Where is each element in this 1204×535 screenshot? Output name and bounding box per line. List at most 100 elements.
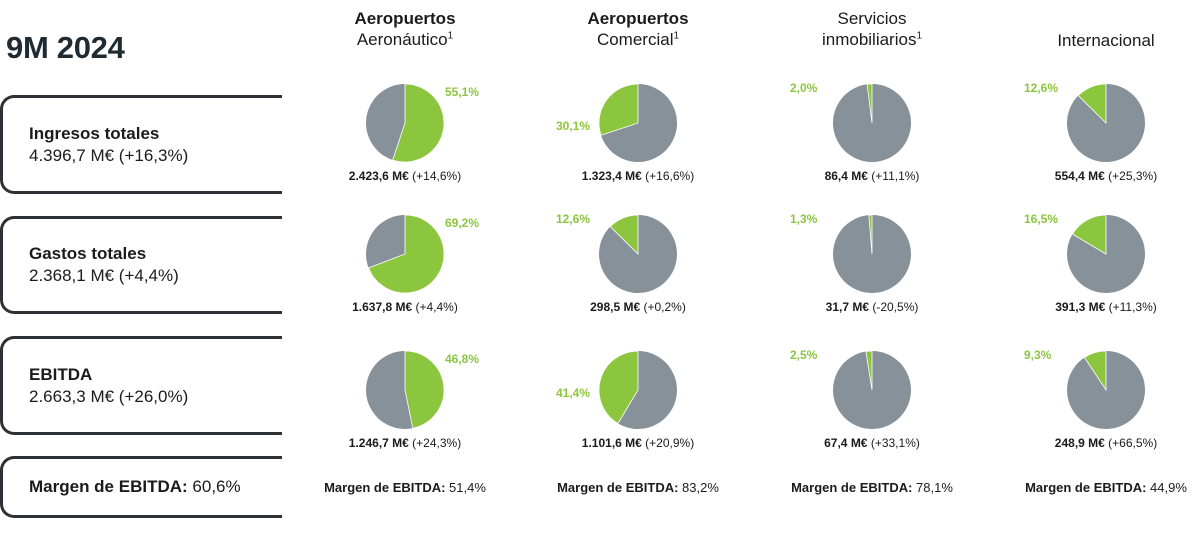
pie-percent-label: 69,2%: [445, 216, 480, 230]
pie-chart: [598, 350, 677, 429]
pie-segment-slice: [1071, 214, 1107, 255]
metric-box-ebitda: EBITDA 2.663,3 M€ (+26,0%): [0, 336, 282, 435]
pie-amount: 1.246,7 M€: [348, 436, 413, 450]
column-header-line1: Aeropuertos: [587, 9, 689, 28]
column-header-text: Comercial: [596, 30, 674, 49]
pie-amount-label: 1.637,8 M€ (+4,4%): [295, 300, 515, 314]
pie-change: (+4,4%): [415, 300, 458, 314]
pie-amount-label: 2.423,6 M€ (+14,6%): [295, 169, 515, 183]
pie-chart: [366, 83, 445, 163]
pie-segment-slice: [868, 214, 873, 255]
metric-value: 2.368,1 M€ (+4,4%): [29, 266, 179, 285]
pie-percent-label: 46,8%: [445, 352, 480, 366]
pie-amount-label: 31,7 M€ (-20,5%): [762, 300, 982, 314]
pie-change: (+24,3%): [412, 436, 462, 450]
pie-amount: 67,4 M€: [824, 436, 871, 450]
pie-segment-slice: [598, 83, 639, 136]
footnote-marker: 1: [447, 30, 454, 42]
pie-amount: 86,4 M€: [824, 169, 872, 183]
pie-chart: [833, 83, 911, 162]
pie-chart: [598, 83, 677, 162]
pie-chart: [366, 214, 445, 294]
pie-segment-slice: [598, 350, 639, 424]
margin-total-value: 60,6%: [192, 477, 241, 496]
pie-percent-label: 9,3%: [1024, 348, 1052, 362]
metric-box-gastos: Gastos totales 2.368,1 M€ (+4,4%): [0, 216, 282, 314]
pie-amount: 2.423,6 M€: [348, 169, 413, 183]
column-header-line2: Internacional: [991, 30, 1204, 51]
column-header-line2: inmobiliarios1: [757, 29, 987, 50]
pie-segment-slice: [392, 83, 445, 163]
pie-amount-label: 86,4 M€ (+11,1%): [762, 169, 982, 183]
column-header-text: Internacional: [1057, 31, 1155, 50]
pie-amount: 31,7 M€: [825, 300, 873, 314]
pie-percent-label: 12,6%: [556, 212, 591, 226]
footnote-marker: 1: [673, 30, 680, 42]
pie-segment-slice: [368, 214, 445, 294]
column-header: Aeropuertos Comercial1: [523, 8, 753, 50]
pie-segment-slice: [1077, 83, 1107, 124]
column-header: Aeropuertos Aeronáutico1: [290, 8, 520, 50]
pie-chart: [1067, 214, 1145, 293]
column-header-line1: Aeropuertos: [354, 9, 456, 28]
pie-amount: 298,5 M€: [590, 300, 644, 314]
pie-change: (+25,3%): [1108, 169, 1158, 183]
metric-name: Ingresos totales: [29, 123, 160, 143]
column-margin-value: 51,4%: [449, 480, 486, 495]
pie-segment-slice: [1083, 350, 1107, 392]
pie-chart: [366, 350, 445, 429]
column-margin: Margen de EBITDA: 78,1%: [757, 480, 987, 495]
pie-chart: [599, 214, 677, 293]
column-header-text: inmobiliarios: [821, 30, 917, 49]
pie-amount-label: 554,4 M€ (+25,3%): [996, 169, 1204, 183]
pie-chart: [833, 350, 911, 429]
pie-change: (+14,6%): [412, 169, 462, 183]
pie-amount: 248,9 M€: [1054, 436, 1109, 450]
pie-change: (+20,9%): [645, 436, 695, 450]
pie-segment-slice: [404, 350, 445, 429]
pie-amount: 1.637,8 M€: [352, 300, 416, 314]
pie-chart: [833, 214, 911, 293]
column-header: Internacional: [991, 30, 1204, 51]
column-margin: Margen de EBITDA: 51,4%: [290, 480, 520, 495]
pie-percent-label: 30,1%: [556, 119, 591, 133]
column-margin: Margen de EBITDA: 44,9%: [991, 480, 1204, 495]
metric-value: 4.396,7 M€ (+16,3%): [29, 145, 189, 165]
pie-segment-slice: [865, 350, 873, 391]
pie-segment-slice: [866, 83, 873, 124]
pie-change: (+16,6%): [645, 169, 695, 183]
pie-percent-label: 16,5%: [1024, 212, 1059, 226]
column-margin-label: Margen de EBITDA:: [557, 480, 683, 495]
metric-name: EBITDA: [29, 364, 93, 384]
pie-percent-label: 41,4%: [556, 386, 591, 400]
pie-amount: 391,3 M€: [1055, 300, 1109, 314]
pie-amount-label: 1.246,7 M€ (+24,3%): [295, 436, 515, 450]
pie-amount-label: 298,5 M€ (+0,2%): [528, 300, 748, 314]
pie-change: (+11,3%): [1108, 300, 1157, 314]
metric-name: Gastos totales: [29, 244, 147, 263]
column-margin-value: 83,2%: [682, 480, 719, 495]
column-header-line2: Comercial1: [523, 29, 753, 50]
column-margin-value: 44,9%: [1150, 480, 1187, 495]
column-margin-label: Margen de EBITDA:: [1025, 480, 1151, 495]
pie-amount-label: 391,3 M€ (+11,3%): [996, 300, 1204, 314]
pie-amount: 554,4 M€: [1054, 169, 1109, 183]
pie-segment-slice: [609, 214, 639, 255]
pie-amount: 1.323,4 M€: [581, 169, 646, 183]
column-header: Servicios inmobiliarios1: [757, 8, 987, 50]
column-header-line1: Servicios: [837, 9, 907, 28]
pie-change: (+0,2%): [643, 300, 686, 314]
pie-percent-label: 12,6%: [1024, 81, 1059, 95]
pie-chart: [1067, 350, 1145, 429]
pie-change: (+11,1%): [871, 169, 920, 183]
metric-box-ingresos: Ingresos totales 4.396,7 M€ (+16,3%): [0, 95, 282, 194]
margin-total-label: Margen de EBITDA:: [29, 477, 188, 496]
pie-amount: 1.101,6 M€: [581, 436, 646, 450]
margin-total: Margen de EBITDA: 60,6%: [29, 476, 282, 498]
column-margin-label: Margen de EBITDA:: [791, 480, 917, 495]
footnote-marker: 1: [916, 30, 923, 42]
pie-change: (+66,5%): [1108, 436, 1158, 450]
pie-amount-label: 67,4 M€ (+33,1%): [762, 436, 982, 450]
pie-amount-label: 248,9 M€ (+66,5%): [996, 436, 1204, 450]
column-margin-label: Margen de EBITDA:: [324, 480, 450, 495]
